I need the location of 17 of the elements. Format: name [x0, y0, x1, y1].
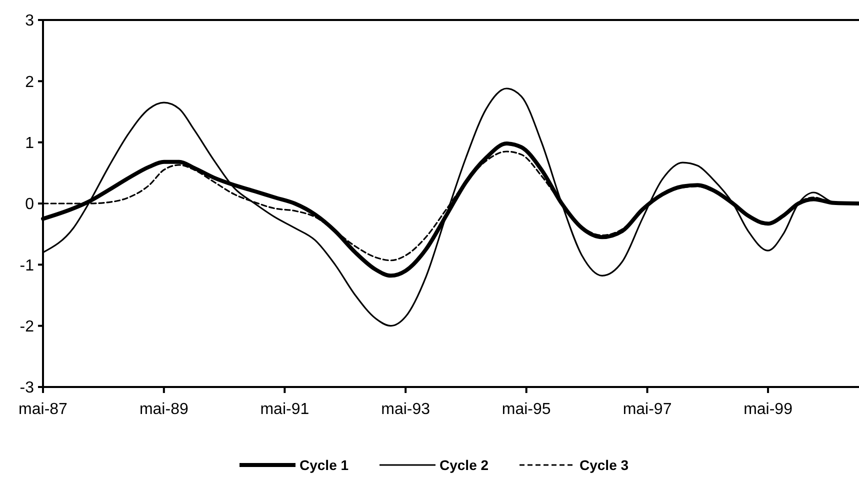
x-tick-label: mai-97 [622, 401, 672, 418]
legend-label: Cycle 1 [300, 456, 349, 473]
x-tick-label: mai-87 [18, 401, 68, 418]
legend-label: Cycle 3 [580, 456, 629, 473]
y-tick-label: 3 [25, 12, 34, 30]
y-tick-label: 0 [25, 196, 34, 214]
x-tick-label: mai-93 [381, 401, 430, 418]
y-tick-label: 2 [25, 74, 34, 91]
y-tick-label: -1 [20, 257, 34, 274]
legend-label: Cycle 2 [440, 456, 489, 473]
x-tick-label: mai-91 [260, 401, 310, 418]
y-tick-label: 1 [25, 134, 34, 152]
x-tick-label: mai-89 [139, 401, 188, 418]
y-tick-label: -3 [20, 380, 34, 397]
y-tick-label: -2 [20, 318, 34, 336]
x-tick-label: mai-95 [502, 401, 551, 418]
x-tick-label: mai-99 [744, 401, 793, 418]
